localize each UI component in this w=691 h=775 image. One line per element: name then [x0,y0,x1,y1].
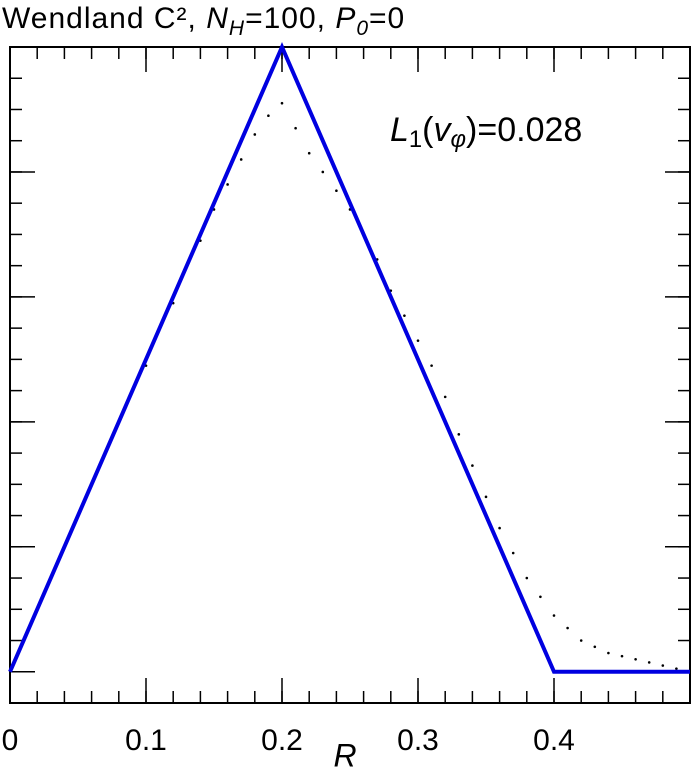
particle [294,126,297,130]
plot-frame [9,46,691,704]
particle [593,645,597,649]
text-part: Wendland C², [2,2,206,35]
x-tick-label: 0.3 [397,724,439,757]
particle [239,158,243,161]
particle [539,595,542,599]
annotation: L1(vφ)=0.028 [390,111,582,153]
x-tick-label: 0.4 [533,724,575,757]
particle [321,170,325,174]
particle [675,667,678,670]
text-part: 1 [409,126,422,153]
particle [634,657,637,661]
particle [471,464,474,467]
text-part: H [229,17,245,40]
particle [403,314,406,317]
text-part: P [335,2,356,35]
x-tick-label: 0.2 [261,724,303,757]
particle [661,664,665,667]
particle [416,339,420,342]
particle [335,189,338,192]
text-part: )=0.028 [466,111,582,149]
text-part: L [390,111,409,149]
x-axis-label: R [333,737,356,773]
particle [579,639,583,642]
text-part: N [206,2,229,35]
particle [484,495,488,499]
particle [498,526,501,530]
particle [280,101,284,105]
line [8,41,690,674]
particle [457,433,461,436]
text-part: =0 [369,2,405,35]
chart-title: Wendland C², NH=100, P0=0 [2,2,405,40]
x-tick-label: 0 [2,724,19,757]
particle [525,576,529,580]
particle [253,133,257,136]
particle [226,183,229,186]
text-part: φ [451,126,467,153]
text-part: 0 [356,17,369,40]
particle [647,661,651,664]
particle [430,364,433,367]
text-part: v [434,111,453,149]
particle [620,654,624,658]
x-tick-label: 0.1 [125,724,167,757]
particle [443,395,447,399]
particle [552,614,556,617]
text-part: ( [422,111,434,149]
particle [307,151,311,155]
text-part: =100, [245,2,335,35]
particle [511,551,515,555]
particle [607,651,610,655]
particle [566,626,569,630]
particle [267,114,270,118]
